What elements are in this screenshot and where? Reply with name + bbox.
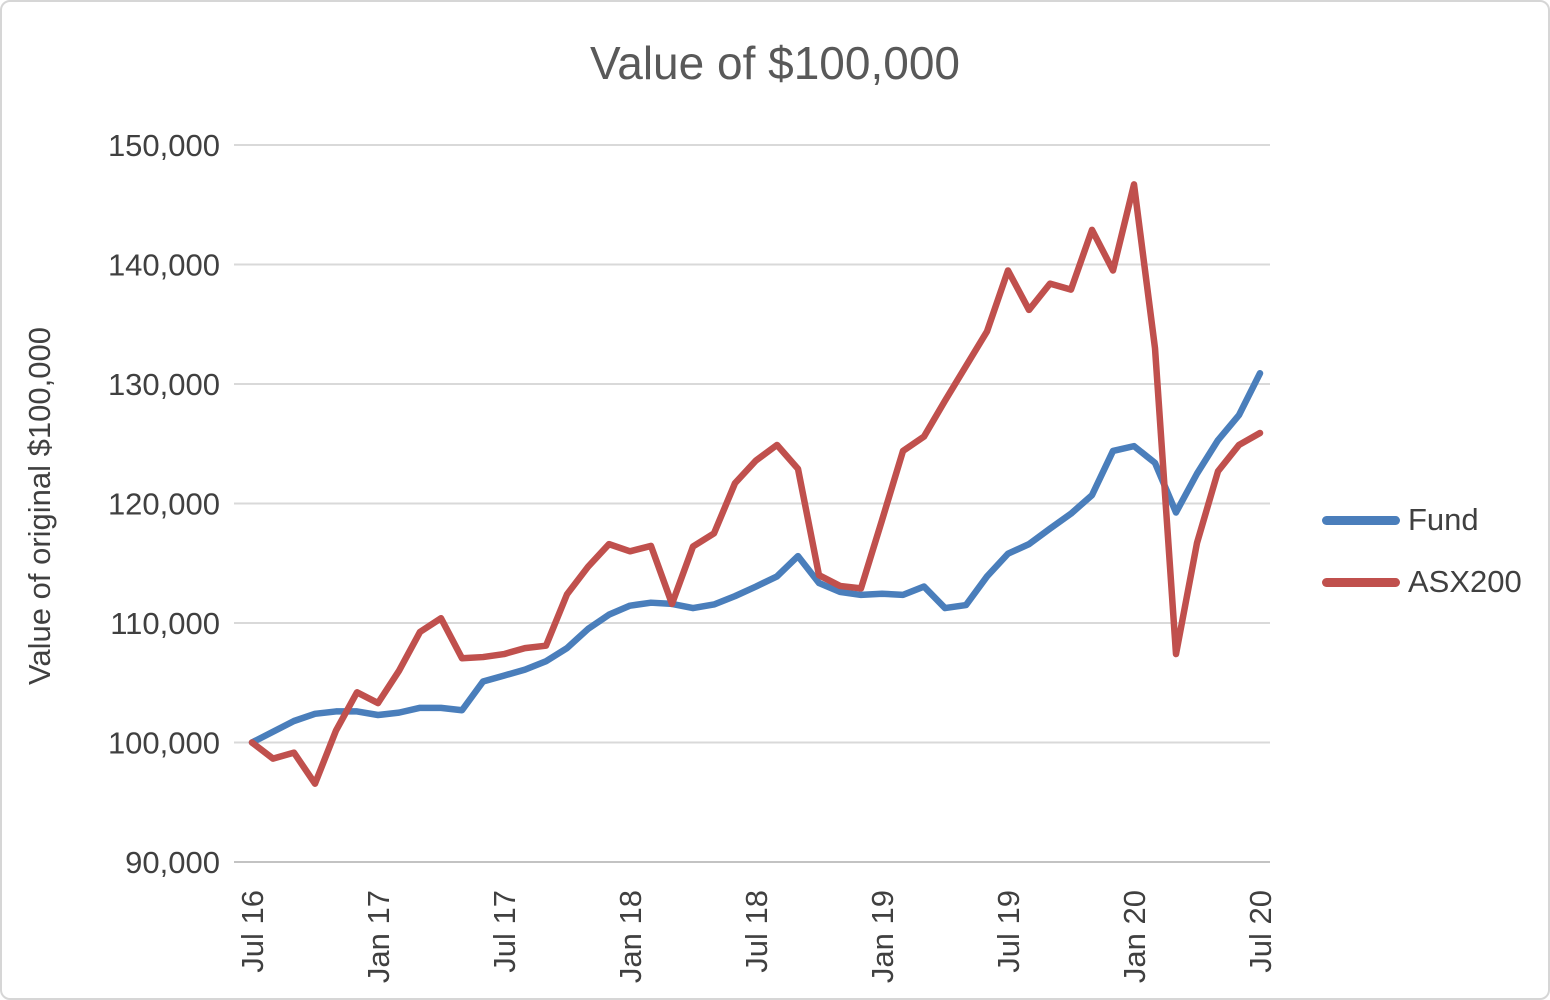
y-tick-label: 140,000	[108, 248, 220, 283]
x-tick-label: Jul 18	[739, 890, 774, 973]
legend: Fund ASX200	[1322, 502, 1522, 626]
legend-item-asx200: ASX200	[1322, 564, 1522, 600]
fund-series-line	[248, 369, 1264, 746]
y-tick-label: 100,000	[108, 726, 220, 761]
asx200-series-line	[248, 181, 1264, 787]
fund-line-swatch	[1322, 515, 1400, 525]
x-tick-label: Jul 16	[235, 890, 270, 973]
x-tick-label: Jan 18	[613, 890, 648, 983]
chart-title: Value of $100,000	[589, 37, 961, 89]
legend-label-asx200: ASX200	[1408, 564, 1522, 599]
y-tick-label: 130,000	[108, 367, 220, 402]
legend-item-fund: Fund	[1322, 502, 1522, 538]
y-tick-label: 120,000	[108, 487, 220, 522]
x-tick-label: Jul 20	[1243, 890, 1278, 973]
x-tick-label: Jan 19	[865, 890, 900, 983]
x-tick-label: Jan 20	[1117, 890, 1152, 983]
x-tick-label: Jul 17	[487, 890, 522, 973]
asx200-line-swatch	[1322, 577, 1400, 587]
legend-label-fund: Fund	[1408, 502, 1479, 537]
y-tick-label: 150,000	[108, 128, 220, 163]
y-tick-label: 90,000	[125, 845, 220, 880]
x-tick-label: Jan 17	[361, 890, 396, 983]
x-tick-label: Jul 19	[991, 890, 1026, 973]
y-tick-label: 110,000	[110, 606, 220, 641]
